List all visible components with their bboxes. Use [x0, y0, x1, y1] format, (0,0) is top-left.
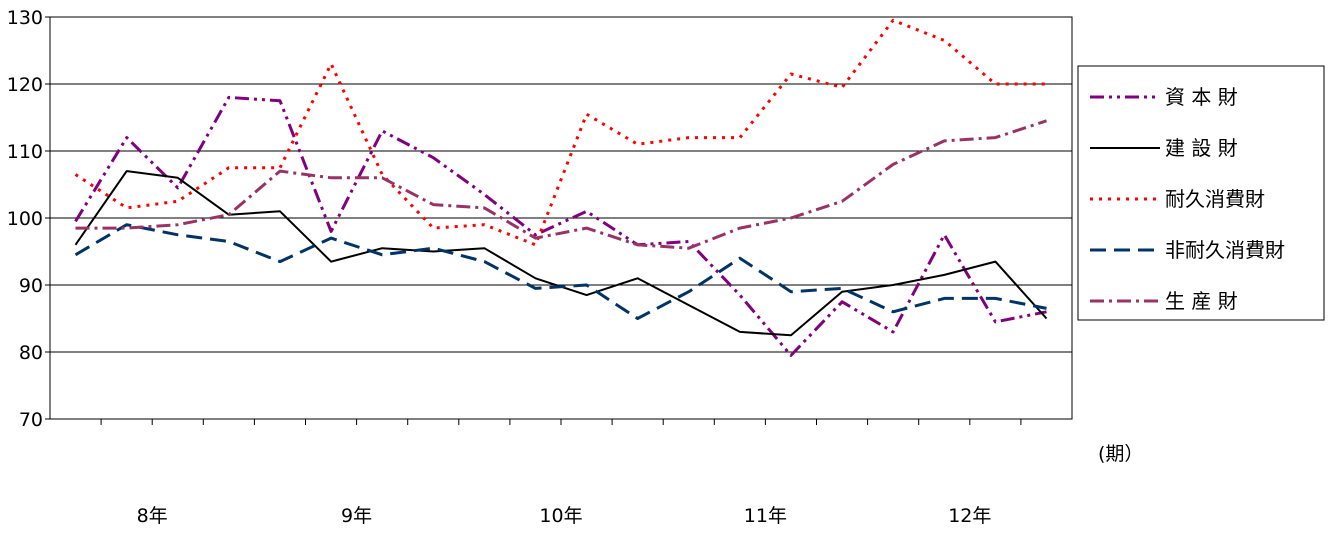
y-tick-label: 90 [19, 275, 43, 297]
x-axis-unit-label: (期） [1098, 443, 1143, 465]
legend-label: 非耐久消費財 [1165, 238, 1285, 262]
legend-label: 耐久消費財 [1165, 187, 1265, 211]
y-tick-label: 100 [7, 208, 43, 230]
y-tick-label: 120 [7, 74, 43, 96]
y-tick-label: 80 [19, 342, 43, 364]
legend-label: 生 産 財 [1165, 289, 1238, 313]
x-tick-label: 10年 [539, 505, 582, 527]
series-layer [74, 18, 1048, 357]
x-tick-label: 9年 [341, 505, 372, 527]
series-line-4 [74, 223, 1047, 320]
y-tick-label: 70 [19, 409, 43, 431]
x-tick-label: 12年 [948, 505, 991, 527]
gridlines [50, 83, 1072, 353]
x-tick-label: 8年 [137, 505, 168, 527]
series-line-1 [74, 95, 1047, 357]
legend-box [1077, 65, 1325, 321]
series-line-3 [74, 18, 1047, 247]
legend-label: 建 設 財 [1165, 136, 1238, 160]
y-tick-label: 130 [7, 7, 43, 29]
series-line-5 [75, 119, 1047, 250]
x-axis: 8年 9年 10年 11年 12年 [100, 419, 1022, 527]
y-axis: 130 120 110 100 90 80 70 [7, 7, 50, 431]
y-tick-label: 110 [7, 141, 43, 163]
legend-label: 資 本 財 [1165, 85, 1238, 109]
x-tick-label: 11年 [744, 505, 787, 527]
